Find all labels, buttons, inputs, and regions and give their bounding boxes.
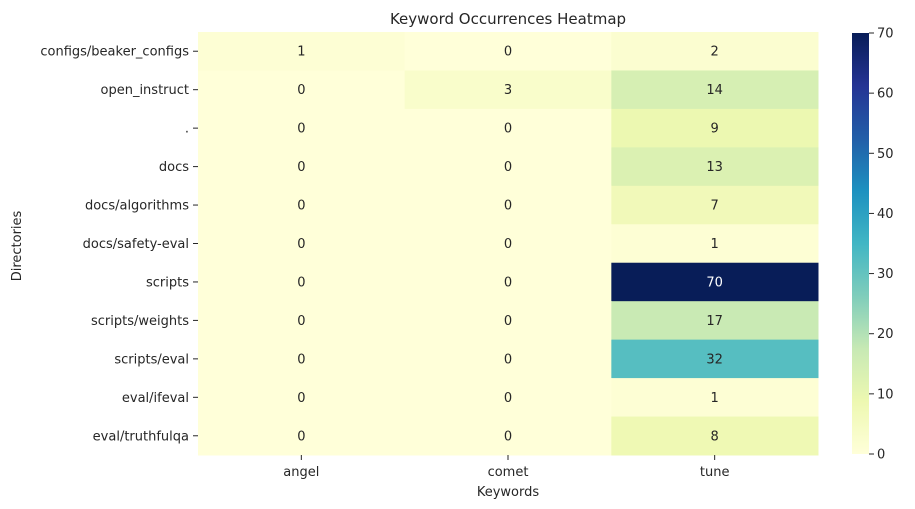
heatmap-cell (611, 262, 819, 302)
heatmap-cell (198, 378, 406, 418)
heatmap-cell (404, 339, 612, 379)
heatmap-cell (198, 147, 406, 187)
cell-value-label: 13 (706, 160, 723, 175)
cell-value-label: 0 (504, 352, 512, 367)
heatmap-cell (404, 378, 612, 418)
cell-value-label: 0 (504, 314, 512, 329)
y-tick-label: docs (159, 160, 189, 175)
heatmap-cell (611, 147, 819, 187)
heatmap-cell (611, 339, 819, 379)
heatmap-cell (198, 339, 406, 379)
y-tick-label: docs/algorithms (85, 199, 189, 214)
heatmap-cell (404, 70, 612, 110)
cell-value-label: 0 (504, 122, 512, 137)
heatmap-cell (198, 416, 406, 456)
y-tick-label: scripts/eval (114, 352, 189, 367)
cell-value-label: 0 (297, 391, 305, 406)
cell-value-label: 0 (297, 83, 305, 98)
cell-value-label: 0 (504, 199, 512, 214)
heatmap-cell (198, 185, 406, 225)
cell-value-label: 0 (504, 237, 512, 252)
cell-value-label: 7 (711, 199, 719, 214)
heatmap-cell (198, 224, 406, 264)
cell-value-label: 0 (297, 199, 305, 214)
heatmap-cell (404, 224, 612, 264)
heatmap-cells (198, 32, 819, 456)
colorbar-tick-label: 20 (877, 327, 894, 342)
heatmap-cell (611, 70, 819, 110)
heatmap-cell (611, 32, 819, 71)
colorbar-tick-label: 40 (877, 207, 894, 222)
heatmap-cell (404, 32, 612, 71)
y-tick-label: . (185, 122, 189, 137)
y-tick-label: scripts/weights (91, 314, 189, 329)
heatmap-cell (611, 416, 819, 456)
heatmap-cell (404, 147, 612, 187)
chart-title: Keyword Occurrences Heatmap (390, 10, 626, 28)
y-tick-label: open_instruct (101, 83, 190, 98)
cell-value-label: 9 (711, 122, 719, 137)
heatmap-cell (198, 301, 406, 341)
y-axis-ticks: configs/beaker_configs open_instruct. docs… (40, 45, 198, 444)
x-tick-label: comet (488, 465, 529, 480)
heatmap-cell (404, 108, 612, 148)
cell-value-label: 0 (297, 160, 305, 175)
heatmap-cell (404, 416, 612, 456)
cell-value-label: 1 (711, 237, 719, 252)
y-tick-label: docs/safety-eval (83, 237, 189, 252)
heatmap-cell (404, 262, 612, 302)
heatmap-cell (611, 224, 819, 264)
heatmap-cell (611, 185, 819, 225)
heatmap-cell (198, 70, 406, 110)
cell-value-label: 0 (504, 275, 512, 290)
cell-value-label: 0 (504, 391, 512, 406)
x-axis-ticks: angel comet tune (283, 455, 729, 480)
cell-value-label: 1 (297, 45, 305, 60)
heatmap-cell (611, 301, 819, 341)
colorbar-ticks: 0 10 20 30 40 50 60 70 (869, 27, 894, 463)
cell-value-label: 0 (504, 160, 512, 175)
heatmap-cell (198, 108, 406, 148)
cell-value-label: 2 (711, 45, 719, 60)
y-tick-label: configs/beaker_configs (40, 45, 189, 60)
y-axis-label: Directories (10, 210, 25, 281)
x-tick-label: tune (700, 465, 730, 480)
colorbar-tick-label: 0 (877, 448, 885, 463)
heatmap-cell (404, 185, 612, 225)
cell-value-label: 0 (297, 429, 305, 444)
cell-value-label: 32 (706, 352, 723, 367)
cell-value-labels: 1 0 20 3 140 0 90 0 130 0 70 0 10 0 700 0 170 0 320 0 10 0 8 (297, 45, 723, 445)
cell-value-label: 0 (297, 275, 305, 290)
cell-value-label: 0 (504, 45, 512, 60)
heatmap-cell (404, 301, 612, 341)
y-tick-label: scripts (146, 275, 189, 290)
cell-value-label: 0 (297, 122, 305, 137)
x-axis-label: Keywords (477, 485, 540, 500)
cell-value-label: 70 (706, 275, 723, 290)
cell-value-label: 17 (706, 314, 723, 329)
colorbar-tick-label: 10 (877, 387, 894, 402)
heatmap-cell (611, 108, 819, 148)
cell-value-label: 3 (504, 83, 512, 98)
cell-value-label: 0 (297, 352, 305, 367)
cell-value-label: 0 (297, 314, 305, 329)
colorbar-tick-label: 30 (877, 267, 894, 282)
cell-value-label: 14 (706, 83, 723, 98)
cell-value-label: 0 (504, 429, 512, 444)
heatmap-cell (198, 32, 406, 71)
x-tick-label: angel (283, 465, 319, 480)
cell-value-label: 8 (711, 429, 719, 444)
colorbar-tick-label: 50 (877, 147, 894, 162)
y-tick-label: eval/truthfulqa (93, 429, 189, 444)
colorbar-tick-label: 70 (877, 27, 894, 42)
y-tick-label: eval/ifeval (122, 391, 189, 406)
heatmap-cell (611, 378, 819, 418)
colorbar-tick-label: 60 (877, 87, 894, 102)
heatmap-cell (198, 262, 406, 302)
colorbar (852, 33, 869, 454)
cell-value-label: 0 (297, 237, 305, 252)
cell-value-label: 1 (711, 391, 719, 406)
